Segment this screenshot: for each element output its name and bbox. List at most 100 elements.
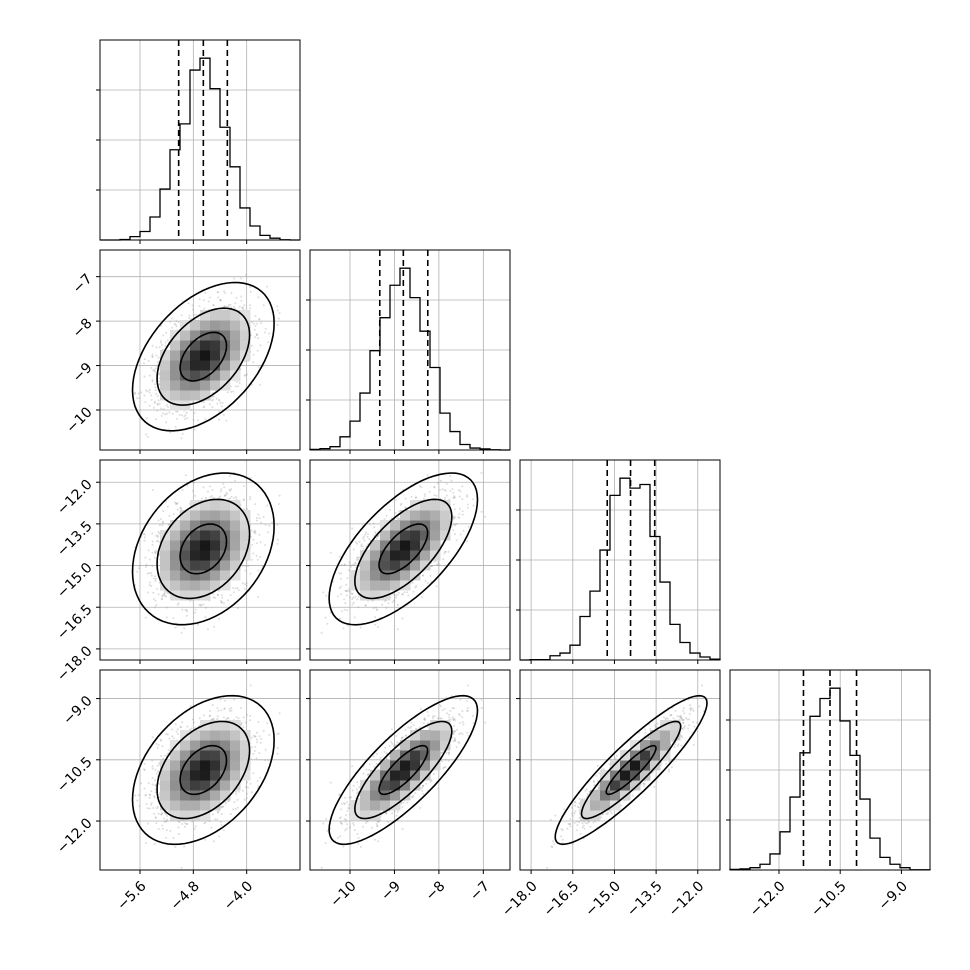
- sample-point: [449, 489, 452, 492]
- sample-point: [174, 501, 177, 504]
- sample-point: [165, 595, 168, 598]
- sample-point: [175, 502, 178, 505]
- sample-point: [166, 339, 169, 342]
- density-cell: [240, 320, 251, 331]
- sample-point: [154, 550, 156, 553]
- sample-point: [249, 290, 252, 293]
- sample-point: [457, 516, 460, 518]
- contour-level-0: [179, 331, 228, 382]
- density-cell: [200, 360, 211, 371]
- sample-point: [242, 308, 245, 311]
- sample-point: [339, 593, 342, 596]
- density-cell: [240, 310, 251, 321]
- density-cell: [210, 570, 221, 581]
- sample-point: [396, 628, 399, 631]
- sample-point: [154, 552, 157, 555]
- sample-point: [259, 556, 262, 558]
- sample-point: [401, 593, 404, 596]
- sample-point: [191, 401, 194, 403]
- sample-point: [257, 296, 260, 299]
- sample-point: [181, 300, 184, 302]
- sample-point: [173, 323, 176, 325]
- sample-point: [234, 385, 237, 388]
- sample-point: [199, 604, 202, 607]
- sample-point: [208, 403, 211, 406]
- sample-point: [176, 410, 179, 413]
- sample-point: [249, 572, 252, 575]
- sample-point: [193, 313, 196, 316]
- scatter-panel-2-0: [96, 459, 301, 664]
- sample-point: [204, 616, 207, 619]
- sample-point: [221, 596, 224, 599]
- sample-point: [241, 565, 244, 567]
- sample-point: [454, 524, 457, 527]
- sample-point: [240, 295, 243, 298]
- density-cell: [160, 570, 171, 581]
- density-cell: [200, 380, 211, 391]
- sample-point: [246, 584, 248, 587]
- sample-point: [155, 393, 158, 396]
- sample-point: [424, 579, 427, 582]
- sample-point: [212, 303, 215, 306]
- sample-point: [157, 531, 160, 533]
- sample-point: [174, 323, 177, 326]
- sample-point: [202, 299, 205, 302]
- sample-point: [223, 305, 226, 308]
- sample-point: [148, 374, 151, 377]
- sample-point: [180, 631, 183, 634]
- sample-point: [140, 391, 143, 394]
- density-cell: [170, 550, 181, 561]
- sample-point: [151, 380, 154, 383]
- sample-point: [166, 505, 169, 508]
- sample-point: [175, 410, 178, 413]
- sample-point: [422, 574, 425, 577]
- sample-point: [212, 398, 215, 401]
- sample-point: [177, 602, 180, 605]
- sample-point: [249, 286, 252, 289]
- sample-point: [345, 594, 348, 597]
- sample-point: [233, 591, 236, 594]
- sample-point: [224, 292, 227, 294]
- sample-point: [227, 497, 230, 500]
- density-cell: [190, 380, 201, 391]
- sample-point: [267, 531, 270, 534]
- density-cell: [220, 560, 231, 571]
- sample-point: [158, 524, 161, 527]
- sample-point: [340, 585, 342, 588]
- sample-point: [153, 369, 156, 372]
- density-cell: [190, 520, 201, 531]
- density-cell: [180, 330, 191, 341]
- sample-point: [186, 417, 189, 419]
- sample-point: [225, 305, 228, 308]
- sample-point: [222, 602, 225, 605]
- sample-point: [385, 606, 388, 609]
- sample-point: [257, 366, 260, 369]
- sample-point: [202, 406, 205, 409]
- sample-point: [219, 402, 222, 404]
- sample-point: [230, 495, 233, 498]
- sample-point: [247, 564, 249, 567]
- density-cell: [180, 530, 191, 541]
- contour-level-1: [156, 307, 251, 406]
- sample-point: [484, 516, 487, 518]
- panel-frame: [519, 459, 721, 661]
- density-cell: [180, 560, 191, 571]
- sample-point: [254, 336, 257, 339]
- density-cell: [180, 580, 191, 591]
- sample-point: [167, 406, 169, 408]
- density-cell: [200, 550, 211, 561]
- sample-point: [203, 405, 206, 408]
- density-cell: [190, 330, 201, 341]
- sample-point: [147, 549, 150, 552]
- density-cell: [200, 340, 211, 351]
- sample-point: [210, 495, 213, 497]
- sample-point: [255, 519, 258, 522]
- sample-point: [142, 362, 145, 365]
- density-cell: [190, 550, 201, 561]
- density-cell: [230, 550, 241, 561]
- sample-point: [219, 298, 222, 301]
- sample-point: [157, 519, 160, 522]
- sample-point: [466, 506, 469, 509]
- sample-point: [153, 606, 156, 609]
- sample-point: [235, 296, 238, 299]
